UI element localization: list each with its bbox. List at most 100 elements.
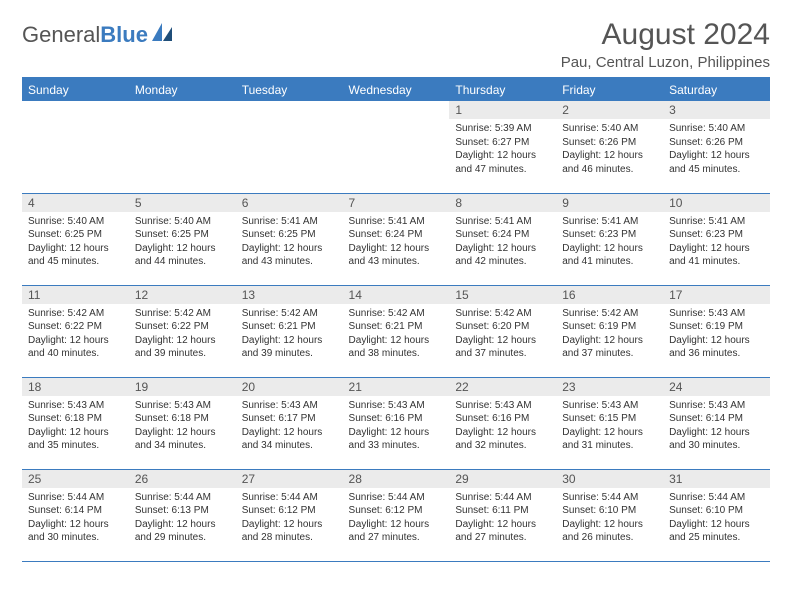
brand-name: GeneralBlue	[22, 22, 148, 48]
brand-name-part2: Blue	[100, 22, 148, 47]
day-details: Sunrise: 5:43 AMSunset: 6:17 PMDaylight:…	[236, 396, 343, 455]
day-number: 15	[449, 286, 556, 304]
calendar-week-row: 11Sunrise: 5:42 AMSunset: 6:22 PMDayligh…	[22, 285, 770, 377]
weekday-header: Tuesday	[236, 78, 343, 101]
day-number: 11	[22, 286, 129, 304]
calendar-day-cell: 26Sunrise: 5:44 AMSunset: 6:13 PMDayligh…	[129, 469, 236, 561]
day-number: 1	[449, 101, 556, 119]
calendar-day-cell: 4Sunrise: 5:40 AMSunset: 6:25 PMDaylight…	[22, 193, 129, 285]
day-details: Sunrise: 5:40 AMSunset: 6:26 PMDaylight:…	[556, 119, 663, 178]
day-details: Sunrise: 5:41 AMSunset: 6:24 PMDaylight:…	[343, 212, 450, 271]
location-label: Pau, Central Luzon, Philippines	[561, 54, 770, 71]
day-details: Sunrise: 5:44 AMSunset: 6:14 PMDaylight:…	[22, 488, 129, 547]
calendar-day-cell: 20Sunrise: 5:43 AMSunset: 6:17 PMDayligh…	[236, 377, 343, 469]
day-number: 7	[343, 194, 450, 212]
day-details: Sunrise: 5:43 AMSunset: 6:16 PMDaylight:…	[449, 396, 556, 455]
calendar-day-cell: 27Sunrise: 5:44 AMSunset: 6:12 PMDayligh…	[236, 469, 343, 561]
day-details: Sunrise: 5:41 AMSunset: 6:24 PMDaylight:…	[449, 212, 556, 271]
day-number: 17	[663, 286, 770, 304]
calendar-week-row: 18Sunrise: 5:43 AMSunset: 6:18 PMDayligh…	[22, 377, 770, 469]
day-details: Sunrise: 5:42 AMSunset: 6:22 PMDaylight:…	[129, 304, 236, 363]
weekday-header: Thursday	[449, 78, 556, 101]
day-number: 22	[449, 378, 556, 396]
day-number: 14	[343, 286, 450, 304]
day-number: 13	[236, 286, 343, 304]
calendar-day-cell: 3Sunrise: 5:40 AMSunset: 6:26 PMDaylight…	[663, 101, 770, 193]
weekday-header: Friday	[556, 78, 663, 101]
day-number: 29	[449, 470, 556, 488]
calendar-week-row: 4Sunrise: 5:40 AMSunset: 6:25 PMDaylight…	[22, 193, 770, 285]
sail-icon	[152, 23, 174, 48]
calendar-day-cell: 6Sunrise: 5:41 AMSunset: 6:25 PMDaylight…	[236, 193, 343, 285]
day-number: 20	[236, 378, 343, 396]
calendar-day-cell: 21Sunrise: 5:43 AMSunset: 6:16 PMDayligh…	[343, 377, 450, 469]
brand-logo: GeneralBlue	[22, 18, 174, 48]
calendar-day-cell: 14Sunrise: 5:42 AMSunset: 6:21 PMDayligh…	[343, 285, 450, 377]
calendar-day-cell: 10Sunrise: 5:41 AMSunset: 6:23 PMDayligh…	[663, 193, 770, 285]
weekday-header: Monday	[129, 78, 236, 101]
day-details: Sunrise: 5:42 AMSunset: 6:22 PMDaylight:…	[22, 304, 129, 363]
day-number: 8	[449, 194, 556, 212]
day-details: Sunrise: 5:40 AMSunset: 6:26 PMDaylight:…	[663, 119, 770, 178]
calendar-body: 1Sunrise: 5:39 AMSunset: 6:27 PMDaylight…	[22, 101, 770, 561]
day-details: Sunrise: 5:39 AMSunset: 6:27 PMDaylight:…	[449, 119, 556, 178]
day-number: 3	[663, 101, 770, 119]
day-number: 5	[129, 194, 236, 212]
day-number: 16	[556, 286, 663, 304]
month-title: August 2024	[561, 18, 770, 52]
title-block: August 2024 Pau, Central Luzon, Philippi…	[561, 18, 770, 71]
day-number	[343, 101, 450, 119]
calendar-day-cell: 8Sunrise: 5:41 AMSunset: 6:24 PMDaylight…	[449, 193, 556, 285]
calendar-day-cell: 18Sunrise: 5:43 AMSunset: 6:18 PMDayligh…	[22, 377, 129, 469]
calendar-day-cell: 28Sunrise: 5:44 AMSunset: 6:12 PMDayligh…	[343, 469, 450, 561]
day-details: Sunrise: 5:42 AMSunset: 6:20 PMDaylight:…	[449, 304, 556, 363]
day-details: Sunrise: 5:43 AMSunset: 6:19 PMDaylight:…	[663, 304, 770, 363]
brand-name-part1: General	[22, 22, 100, 47]
calendar-day-cell: 7Sunrise: 5:41 AMSunset: 6:24 PMDaylight…	[343, 193, 450, 285]
day-details: Sunrise: 5:44 AMSunset: 6:12 PMDaylight:…	[236, 488, 343, 547]
day-details: Sunrise: 5:40 AMSunset: 6:25 PMDaylight:…	[129, 212, 236, 271]
day-details: Sunrise: 5:44 AMSunset: 6:11 PMDaylight:…	[449, 488, 556, 547]
calendar-day-cell: 24Sunrise: 5:43 AMSunset: 6:14 PMDayligh…	[663, 377, 770, 469]
calendar-header-row: SundayMondayTuesdayWednesdayThursdayFrid…	[22, 78, 770, 101]
calendar-day-cell	[236, 101, 343, 193]
calendar-day-cell: 2Sunrise: 5:40 AMSunset: 6:26 PMDaylight…	[556, 101, 663, 193]
calendar-day-cell: 25Sunrise: 5:44 AMSunset: 6:14 PMDayligh…	[22, 469, 129, 561]
day-number: 9	[556, 194, 663, 212]
calendar-day-cell: 1Sunrise: 5:39 AMSunset: 6:27 PMDaylight…	[449, 101, 556, 193]
day-details: Sunrise: 5:44 AMSunset: 6:13 PMDaylight:…	[129, 488, 236, 547]
page: GeneralBlue August 2024 Pau, Central Luz…	[0, 0, 792, 572]
day-number: 4	[22, 194, 129, 212]
day-details: Sunrise: 5:43 AMSunset: 6:18 PMDaylight:…	[22, 396, 129, 455]
day-number: 21	[343, 378, 450, 396]
calendar-table: SundayMondayTuesdayWednesdayThursdayFrid…	[22, 77, 770, 562]
calendar-day-cell: 22Sunrise: 5:43 AMSunset: 6:16 PMDayligh…	[449, 377, 556, 469]
calendar-day-cell: 11Sunrise: 5:42 AMSunset: 6:22 PMDayligh…	[22, 285, 129, 377]
day-details: Sunrise: 5:40 AMSunset: 6:25 PMDaylight:…	[22, 212, 129, 271]
day-number: 18	[22, 378, 129, 396]
day-number: 6	[236, 194, 343, 212]
day-number	[236, 101, 343, 119]
calendar-day-cell: 15Sunrise: 5:42 AMSunset: 6:20 PMDayligh…	[449, 285, 556, 377]
day-details: Sunrise: 5:42 AMSunset: 6:21 PMDaylight:…	[343, 304, 450, 363]
day-number: 24	[663, 378, 770, 396]
calendar-day-cell: 12Sunrise: 5:42 AMSunset: 6:22 PMDayligh…	[129, 285, 236, 377]
day-details: Sunrise: 5:43 AMSunset: 6:16 PMDaylight:…	[343, 396, 450, 455]
calendar-day-cell: 17Sunrise: 5:43 AMSunset: 6:19 PMDayligh…	[663, 285, 770, 377]
day-details: Sunrise: 5:41 AMSunset: 6:23 PMDaylight:…	[663, 212, 770, 271]
day-details: Sunrise: 5:43 AMSunset: 6:18 PMDaylight:…	[129, 396, 236, 455]
day-number: 30	[556, 470, 663, 488]
day-number: 19	[129, 378, 236, 396]
day-number: 31	[663, 470, 770, 488]
day-details: Sunrise: 5:41 AMSunset: 6:23 PMDaylight:…	[556, 212, 663, 271]
day-details: Sunrise: 5:44 AMSunset: 6:12 PMDaylight:…	[343, 488, 450, 547]
day-number: 27	[236, 470, 343, 488]
weekday-header: Wednesday	[343, 78, 450, 101]
calendar-day-cell	[343, 101, 450, 193]
day-number: 28	[343, 470, 450, 488]
day-number: 25	[22, 470, 129, 488]
day-number	[129, 101, 236, 119]
calendar-day-cell: 29Sunrise: 5:44 AMSunset: 6:11 PMDayligh…	[449, 469, 556, 561]
day-number: 23	[556, 378, 663, 396]
calendar-day-cell	[129, 101, 236, 193]
